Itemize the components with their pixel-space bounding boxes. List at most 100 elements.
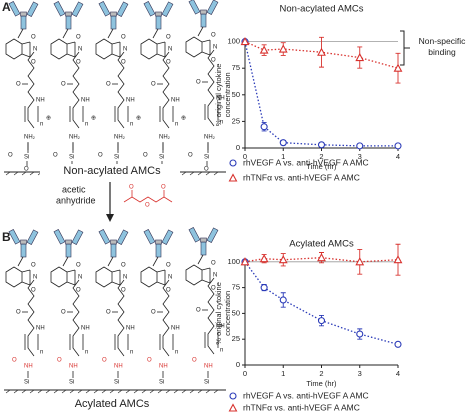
y-tick-label: 100 bbox=[227, 37, 240, 46]
data-point bbox=[317, 253, 326, 262]
fit-line bbox=[244, 261, 399, 345]
atom: NH bbox=[159, 364, 168, 370]
panel-caption: Acylated AMCs bbox=[75, 398, 150, 410]
data-point bbox=[259, 45, 269, 54]
y-tick-label: 50 bbox=[232, 308, 240, 317]
annotation-bracket bbox=[400, 30, 410, 66]
y-axis-label: concentration bbox=[223, 72, 232, 117]
annotation: Non-specific bbox=[419, 36, 467, 46]
atom: O bbox=[145, 203, 150, 209]
x-tick-label: 0 bbox=[243, 369, 247, 378]
reagent: anhydride bbox=[56, 195, 96, 205]
atom: Si bbox=[24, 380, 29, 386]
fit-line bbox=[244, 41, 399, 69]
annotation: binding bbox=[428, 47, 456, 57]
y-tick-label: 25 bbox=[232, 334, 240, 343]
atom: O bbox=[129, 185, 134, 191]
data-point bbox=[394, 142, 402, 150]
atom: NH₂ bbox=[159, 135, 171, 141]
x-tick-label: 1 bbox=[281, 152, 285, 161]
legend-marker bbox=[229, 392, 237, 400]
y-axis-label: % original cytokine bbox=[214, 64, 223, 127]
legend-label: rhVEGF A vs. anti-hVEGF A AMC bbox=[243, 390, 369, 400]
atom: NH₂ bbox=[114, 135, 126, 141]
data-point bbox=[394, 340, 402, 348]
atom: O bbox=[192, 358, 197, 364]
y-tick-label: 75 bbox=[232, 283, 240, 292]
chart-title: Acylated AMCs bbox=[289, 239, 354, 250]
y-axis-label: concentration bbox=[223, 291, 232, 336]
x-tick-label: 0 bbox=[243, 152, 247, 161]
atom: Si bbox=[69, 380, 74, 386]
atom: O bbox=[102, 358, 107, 364]
x-tick-label: 2 bbox=[319, 369, 323, 378]
x-tick-label: 3 bbox=[358, 152, 362, 161]
data-point bbox=[278, 44, 288, 53]
caption-bg bbox=[40, 164, 180, 178]
atom: NH₂ bbox=[204, 135, 216, 141]
x-tick-label: 1 bbox=[281, 369, 285, 378]
amine-groups: NH₂ NH₂ NH₂ NH₂ NH₂ ⊕ ⊕ ⊕ ⊕ bbox=[24, 116, 216, 141]
panel-b-structure: B NH NH NH NH NH O O O O O Si Si Si Si Si Acylated A… bbox=[2, 226, 226, 410]
data-point bbox=[240, 257, 250, 266]
reagent: acetic bbox=[62, 184, 86, 194]
atom: ⊕ bbox=[46, 116, 51, 122]
atom: NH bbox=[24, 364, 33, 370]
atom: NH bbox=[69, 364, 78, 370]
legend-marker bbox=[228, 403, 238, 412]
atom: O bbox=[161, 185, 166, 191]
atom: O bbox=[57, 358, 62, 364]
acyl-groups: NH NH NH NH NH O O O O O bbox=[12, 358, 213, 370]
atom: ⊕ bbox=[91, 116, 96, 122]
atom: O bbox=[12, 358, 17, 364]
panel-label: B bbox=[2, 230, 11, 244]
data-point bbox=[393, 63, 403, 72]
y-tick-label: 0 bbox=[236, 360, 240, 369]
atom: ⊕ bbox=[136, 116, 141, 122]
legend-marker bbox=[228, 173, 238, 182]
atom: Si bbox=[204, 380, 209, 386]
data-point bbox=[355, 257, 365, 266]
x-tick-label: 3 bbox=[358, 369, 362, 378]
y-tick-label: 75 bbox=[232, 63, 240, 72]
data-point bbox=[317, 317, 326, 325]
chart-title: Non-acylated AMCs bbox=[280, 4, 364, 15]
data-point bbox=[355, 52, 365, 62]
data-point bbox=[317, 141, 326, 149]
atom: O bbox=[147, 358, 152, 364]
data-point bbox=[260, 123, 268, 131]
x-axis-label: Time (hr) bbox=[306, 162, 337, 171]
atom: NH₂ bbox=[69, 135, 81, 141]
data-point bbox=[260, 284, 268, 292]
x-axis-label: Time (hr) bbox=[306, 379, 337, 388]
panel-a-structure: A NH₂ NH₂ NH₂ NH₂ NH₂ ⊕ ⊕ ⊕ ⊕ Non-acylated AMCs bbox=[2, 0, 226, 176]
atom: Si bbox=[159, 380, 164, 386]
data-point bbox=[279, 296, 287, 304]
atom: ⊕ bbox=[181, 116, 186, 122]
atom: NH₂ bbox=[24, 135, 36, 141]
y-axis-label: % original cytokine bbox=[214, 282, 223, 345]
reaction-arrow: acetic anhydride O O O bbox=[56, 182, 173, 222]
data-point bbox=[356, 330, 364, 338]
x-tick-label: 4 bbox=[396, 369, 400, 378]
data-point bbox=[278, 255, 288, 264]
y-tick-label: 0 bbox=[236, 143, 240, 152]
x-tick-label: 4 bbox=[396, 152, 400, 161]
panel-label: A bbox=[2, 0, 11, 14]
atom: NH bbox=[114, 364, 123, 370]
data-point bbox=[279, 139, 287, 147]
legend-label: rhVEGF A vs. anti-hVEGF A AMC bbox=[243, 157, 369, 167]
legend-label: rhTNFα vs. anti-hVEGF A AMC bbox=[243, 402, 360, 412]
y-tick-label: 25 bbox=[232, 116, 240, 125]
legend-marker bbox=[229, 159, 237, 167]
y-tick-label: 100 bbox=[227, 257, 240, 266]
data-point bbox=[259, 254, 269, 263]
atom: NH bbox=[204, 364, 213, 370]
legend-label: rhTNFα vs. anti-hVEGF A AMC bbox=[243, 172, 360, 182]
panel-caption: Non-acylated AMCs bbox=[63, 165, 161, 177]
x-tick-label: 2 bbox=[319, 152, 323, 161]
data-point bbox=[393, 255, 403, 264]
atom: Si bbox=[114, 380, 119, 386]
data-point bbox=[356, 142, 364, 150]
